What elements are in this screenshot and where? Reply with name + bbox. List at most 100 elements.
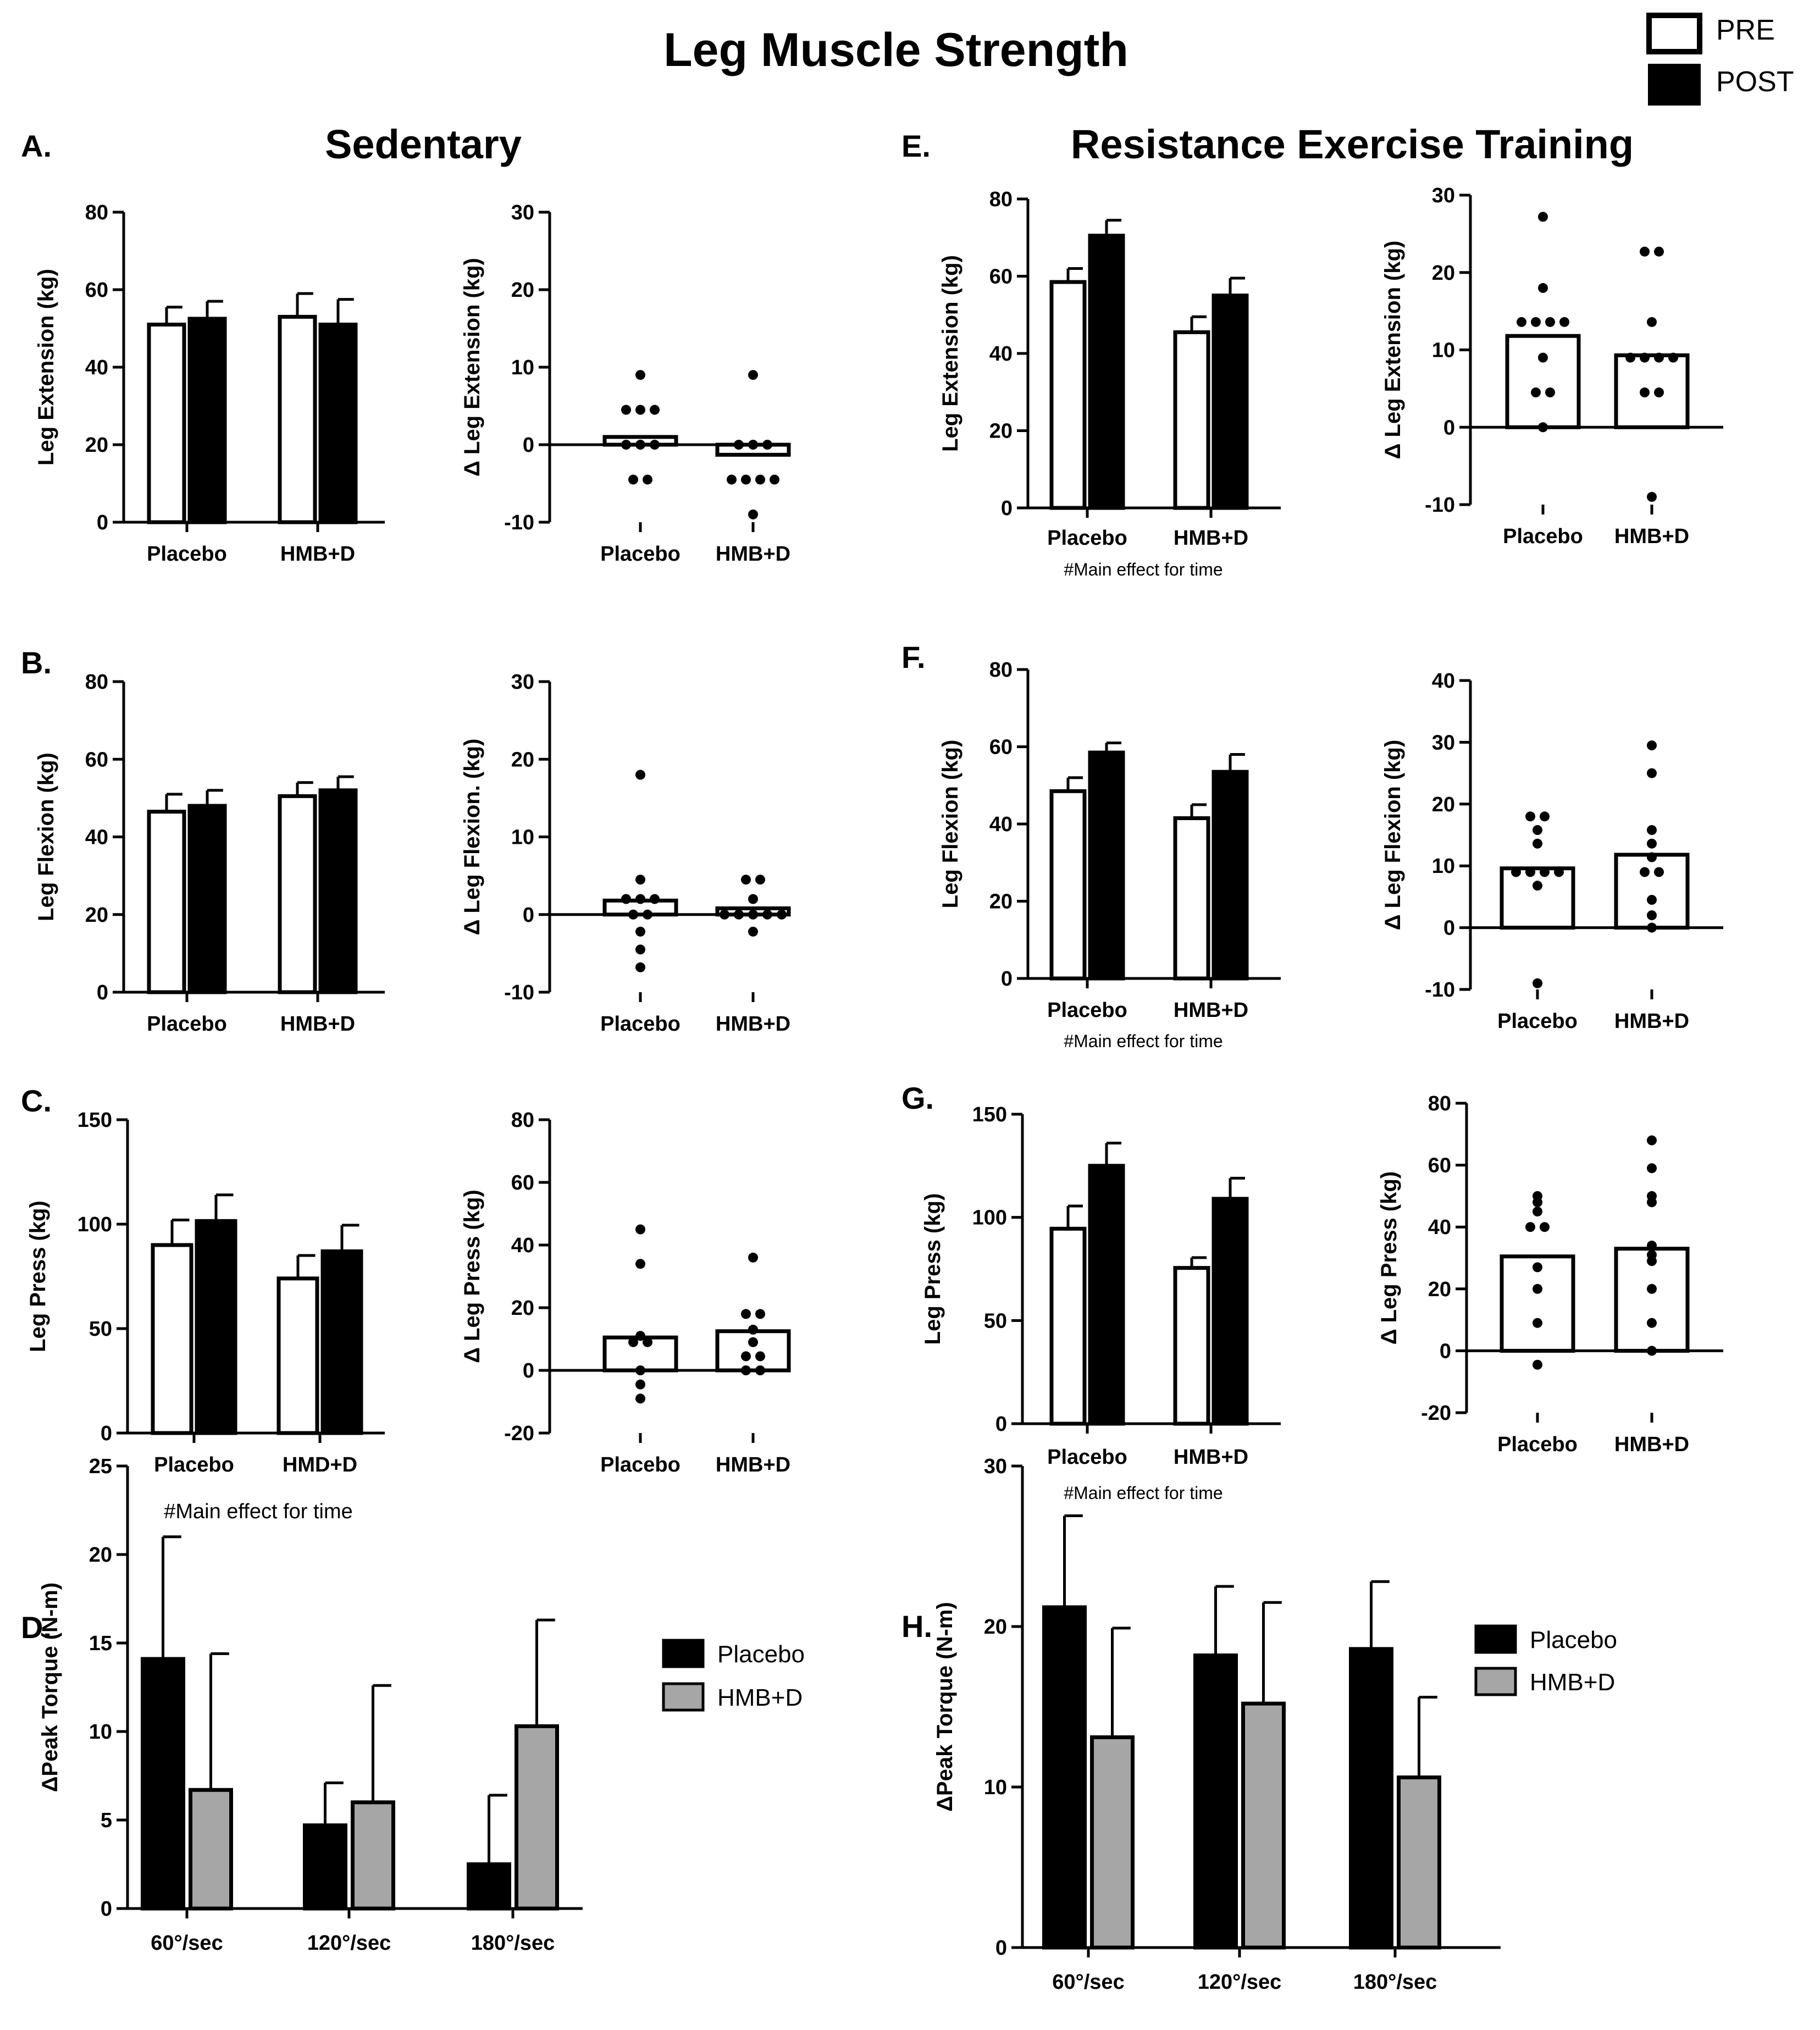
x-tick-label: 180°/sec — [471, 1932, 555, 1955]
data-point — [748, 440, 758, 450]
data-point — [762, 440, 772, 450]
y-axis-label: Leg Press (kg) — [921, 1193, 945, 1345]
data-point — [734, 440, 744, 450]
y-tick-label: 40 — [989, 813, 1013, 836]
bar-hmb-d — [1090, 1735, 1135, 1950]
main-effect-note: #Main effect for time — [164, 1500, 353, 1523]
bar-hmb-d — [351, 1800, 395, 1911]
y-axis-label: Leg Extension (kg) — [938, 255, 962, 452]
data-point — [1654, 867, 1664, 877]
data-point — [748, 926, 758, 937]
data-point — [727, 474, 737, 485]
y-tick-label: 0 — [523, 904, 534, 927]
panel-label: H. — [901, 1609, 932, 1644]
data-point — [741, 1365, 751, 1375]
data-point — [650, 405, 660, 415]
data-point — [643, 474, 652, 485]
bar-post — [1212, 1197, 1249, 1426]
x-tick-label: Placebo — [1497, 1433, 1578, 1456]
x-tick-label: Placebo — [600, 1013, 681, 1036]
main-effect-note: #Main effect for time — [1064, 1483, 1222, 1503]
data-point — [1540, 867, 1550, 877]
data-point — [1533, 1284, 1542, 1294]
y-tick-label: 0 — [995, 1413, 1007, 1436]
y-tick-label: 20 — [511, 1297, 534, 1320]
y-axis-label: Leg Flexion (kg) — [938, 740, 962, 909]
y-tick-label: 0 — [101, 1422, 112, 1445]
x-tick-label: Placebo — [1047, 999, 1127, 1022]
x-tick-label: Placebo — [1503, 525, 1583, 548]
y-axis-label: Leg Extension (kg) — [34, 269, 58, 466]
data-point — [621, 405, 631, 415]
data-point — [1533, 1262, 1542, 1273]
data-point — [1533, 838, 1542, 849]
y-tick-label: 15 — [89, 1632, 112, 1655]
data-point — [1647, 768, 1657, 778]
legend-pre-swatch — [1646, 13, 1702, 54]
y-tick-label: 0 — [101, 1898, 112, 1921]
data-point — [635, 1365, 645, 1375]
y-axis-label: Δ Leg Flexion (kg) — [1381, 740, 1405, 931]
y-tick-label: 20 — [984, 1616, 1007, 1639]
y-tick-label: 30 — [984, 1455, 1007, 1478]
y-tick-label: 80 — [989, 188, 1013, 211]
data-point — [1647, 1346, 1657, 1356]
y-axis-label: Δ Leg Press (kg) — [1377, 1171, 1401, 1345]
y-tick-label: 80 — [511, 1109, 534, 1132]
panels: A. 0 20 40 60 80 Leg Extension (kg) Placebo HMB+… — [21, 129, 1723, 1994]
y-tick-label: 150 — [78, 1109, 112, 1132]
section-title-sedentary: Sedentary — [325, 121, 522, 167]
data-point — [643, 1337, 652, 1347]
y-axis-label: Δ Leg Flexion. (kg) — [460, 739, 484, 936]
panel-h: H. 0 10 20 30 ΔPeak Torque (N-m) 60°/sec 120°/s… — [901, 1455, 1617, 1994]
x-tick-label: 120°/sec — [1198, 1971, 1282, 1994]
y-tick-label: 0 — [97, 511, 108, 534]
bar-placebo — [303, 1823, 347, 1911]
data-point — [741, 1351, 751, 1362]
data-point — [635, 1259, 645, 1269]
data-point — [643, 909, 652, 920]
data-point — [741, 875, 751, 885]
data-point — [1511, 867, 1521, 877]
data-point — [1538, 212, 1548, 222]
panel-label: E. — [901, 129, 931, 163]
bar-placebo — [1349, 1647, 1393, 1950]
y-tick-label: 60 — [85, 279, 108, 302]
y-tick-label: 20 — [511, 748, 534, 771]
data-point — [1545, 317, 1555, 327]
data-point — [748, 1324, 758, 1335]
data-point — [635, 944, 645, 955]
data-point — [1533, 1197, 1542, 1208]
data-point — [635, 770, 645, 780]
data-point — [628, 1337, 638, 1347]
data-point — [1654, 352, 1664, 363]
y-tick-label: -10 — [1425, 494, 1455, 517]
data-point — [1647, 1256, 1657, 1266]
data-point — [635, 1379, 645, 1390]
legend-post-swatch — [1648, 64, 1701, 106]
y-tick-label: 0 — [1443, 917, 1455, 940]
data-point — [755, 474, 765, 485]
main-effect-note: #Main effect for time — [1064, 560, 1222, 579]
y-tick-label: 0 — [523, 434, 534, 457]
bar-pre — [147, 810, 186, 994]
data-point — [628, 909, 638, 920]
x-tick-label: Placebo — [154, 1453, 234, 1476]
y-tick-label: 100 — [78, 1213, 112, 1236]
y-tick-label: 60 — [511, 1171, 534, 1194]
legend-post-label: POST — [1716, 66, 1794, 98]
data-point — [635, 875, 645, 885]
x-tick-label: Placebo — [147, 1013, 227, 1036]
data-point — [1517, 317, 1526, 327]
x-tick-label: HMB+D — [1614, 525, 1689, 548]
data-point — [748, 370, 758, 380]
data-point — [1533, 881, 1542, 891]
x-tick-label: HMB+D — [1174, 999, 1248, 1022]
data-point — [1525, 811, 1535, 822]
y-tick-label: 40 — [1428, 1216, 1451, 1239]
y-tick-label: 60 — [1428, 1154, 1451, 1177]
data-point — [1538, 422, 1548, 433]
x-tick-label: HMB+D — [716, 1453, 790, 1476]
mean-bar — [1505, 334, 1581, 429]
data-point — [755, 1365, 765, 1375]
